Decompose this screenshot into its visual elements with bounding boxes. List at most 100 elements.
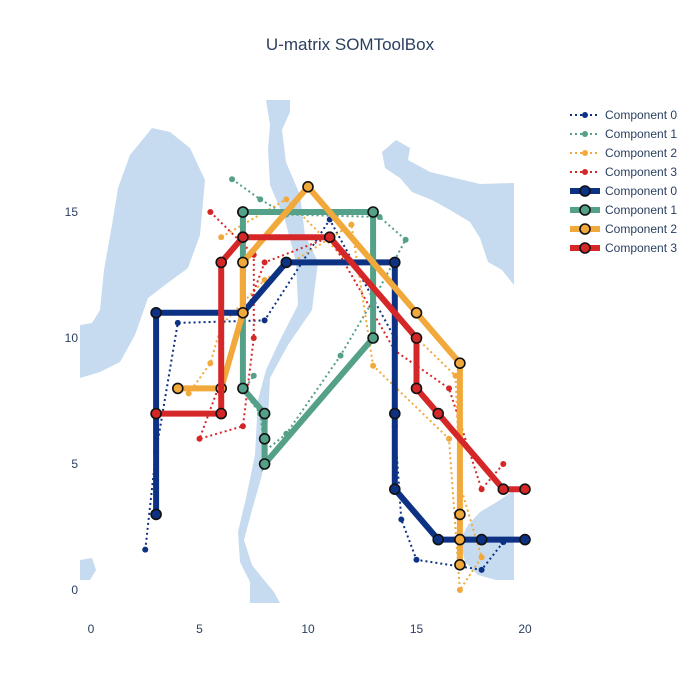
legend-item[interactable]: Component 2 [570,222,677,236]
data-point [196,435,203,442]
series-dotted-1 [229,176,409,455]
legend-swatch-marker [579,185,591,197]
data-point [258,432,271,445]
legend-swatch-marker [579,242,591,254]
data-point [388,256,401,269]
data-point [410,382,423,395]
legend-label: Component 2 [605,222,677,236]
data-point [456,587,463,593]
legend-swatch-marker [582,150,588,156]
x-tick-label: 5 [196,622,203,636]
umatrix-region-left [80,128,205,378]
series-line [187,198,483,594]
data-point [207,209,214,215]
data-point [367,332,379,344]
data-point [370,362,377,369]
data-point [454,508,466,521]
data-point [302,181,314,193]
data-point [218,234,225,241]
series-solid-7 [150,231,531,496]
series-line [153,259,525,543]
legend-label: Component 3 [605,165,677,179]
data-point [478,554,485,561]
data-point [229,176,236,183]
data-point [237,206,249,218]
legend-item[interactable]: Component 1 [570,127,677,141]
data-point [207,360,214,367]
data-point [337,352,344,359]
data-point [150,407,162,420]
umatrix-region-right-bottom [460,490,514,580]
data-point [475,533,488,546]
legend-swatch-marker [582,169,588,175]
y-tick-label: 15 [65,205,79,219]
data-point [446,435,453,442]
data-point [454,558,466,571]
umatrix-region-right-top [382,140,514,285]
legend: Component 0 Component 1 Component 2 Compone… [570,108,677,255]
data-point [237,382,249,395]
series-layer [142,176,531,594]
y-tick-label: 10 [65,331,79,345]
y-tick-label: 0 [71,583,78,597]
series-line [177,182,463,565]
data-point [519,483,531,496]
data-point [172,382,184,395]
legend-swatch-marker [579,204,591,216]
legend-item[interactable]: Component 0 [570,184,677,198]
data-point [150,306,162,319]
legend-item[interactable]: Component 3 [570,241,677,255]
legend-label: Component 0 [605,108,677,122]
x-tick-label: 20 [518,622,532,636]
legend-label: Component 1 [605,203,677,217]
data-point [413,556,420,563]
data-point [398,516,405,523]
data-point [237,306,249,319]
data-point [142,546,149,553]
data-point [215,256,227,269]
legend-item[interactable]: Component 1 [570,203,677,217]
legend-item[interactable]: Component 3 [570,165,677,179]
x-tick-label: 10 [301,622,315,636]
legend-label: Component 3 [605,241,677,255]
data-point [388,407,401,420]
legend-label: Component 2 [605,146,677,160]
series-solid-5 [237,206,379,473]
data-point [257,196,264,203]
legend-item[interactable]: Component 2 [570,146,677,160]
data-point [261,259,268,266]
data-point [446,385,453,392]
data-point [174,319,181,326]
data-point [250,335,257,341]
data-point [239,423,246,430]
data-point [258,458,271,470]
y-tick-label: 5 [71,457,78,471]
data-point [432,407,445,420]
data-point [500,461,507,467]
data-point [388,483,401,496]
data-point [348,221,355,228]
legend-item[interactable]: Component 0 [570,108,677,122]
axes: 0 5 10 15 20 0 5 10 15 [65,205,532,636]
legend-swatch-marker [579,223,591,235]
data-point [410,306,423,319]
x-tick-label: 15 [410,622,424,636]
data-point [402,236,409,243]
series-line [156,234,525,493]
data-point [376,214,383,221]
data-point [280,256,293,269]
chart-title: U-matrix SOMToolBox [266,35,435,54]
data-point [519,533,531,546]
legend-swatch-marker [582,112,588,118]
umatrix-region-center [238,100,318,603]
legend-label: Component 0 [605,184,677,198]
data-point [454,357,466,370]
data-point [237,256,249,269]
data-point [410,332,423,344]
series-solid-4 [150,256,531,546]
data-point [323,231,336,243]
data-point [185,390,192,397]
data-point [237,231,249,243]
data-point [150,508,162,521]
